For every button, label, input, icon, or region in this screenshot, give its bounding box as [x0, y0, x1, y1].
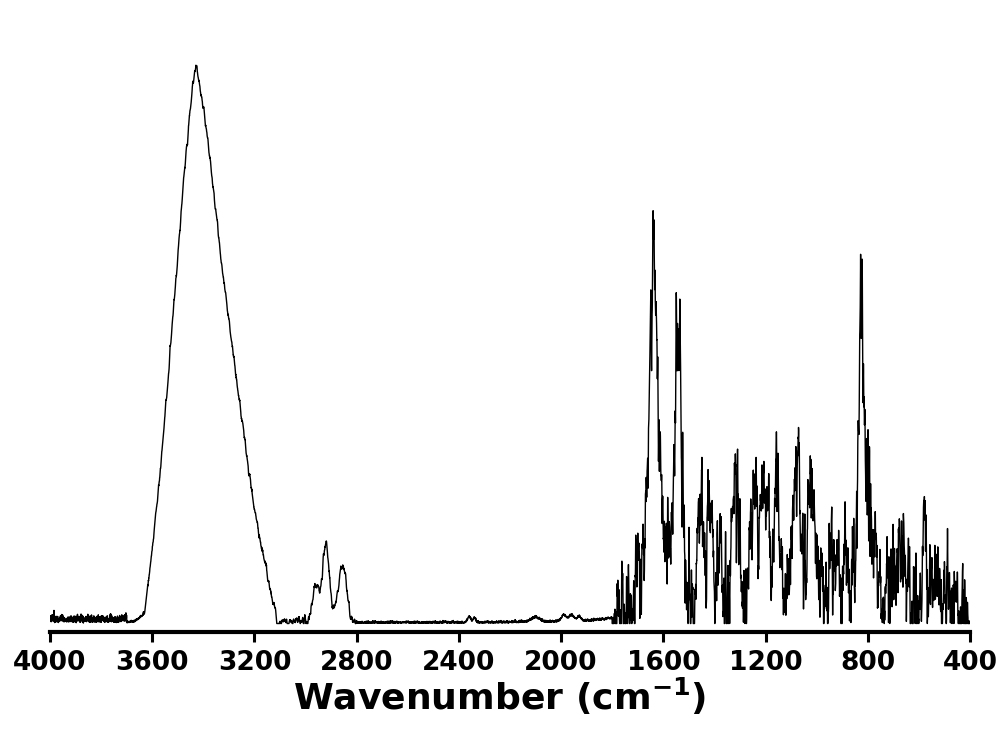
Text: Wavenumber $\mathbf{(cm^{-1})}$: Wavenumber $\mathbf{(cm^{-1})}$ — [293, 675, 707, 717]
